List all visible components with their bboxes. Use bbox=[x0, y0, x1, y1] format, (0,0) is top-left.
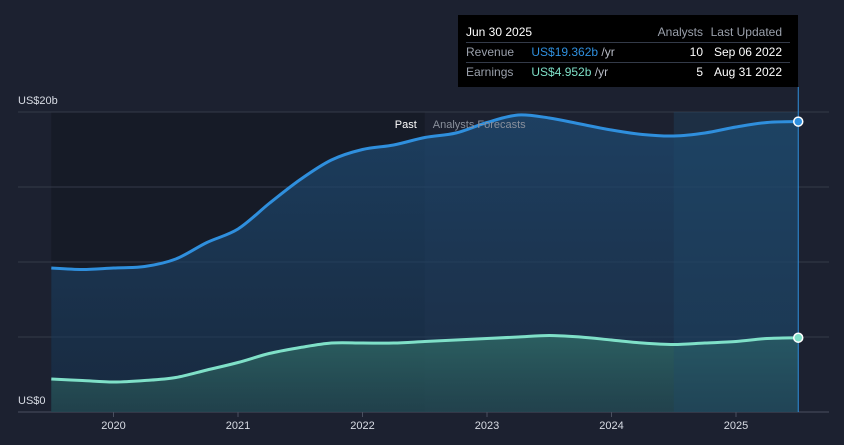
tooltip-header-analysts: Analysts bbox=[657, 25, 703, 39]
tooltip-revenue-analysts: 10 bbox=[689, 45, 703, 59]
tooltip-revenue-value: US$19.362b bbox=[531, 45, 599, 59]
tooltip-panel: Jun 30 2025 Analysts Last Updated Revenu… bbox=[458, 15, 798, 87]
tooltip-earnings-value: US$4.952b bbox=[531, 65, 592, 79]
y-axis-bottom-label: US$0 bbox=[18, 395, 46, 407]
tooltip-date: Jun 30 2025 bbox=[466, 25, 533, 39]
earnings-area bbox=[51, 335, 799, 412]
y-axis-top-label: US$20b bbox=[18, 95, 58, 107]
tooltip-revenue-unit: /yr bbox=[601, 45, 615, 59]
tooltip-earnings-label: Earnings bbox=[466, 65, 514, 79]
tooltip-row-revenue: Revenue US$19.362b /yr 10 Sep 06 2022 bbox=[466, 43, 790, 63]
x-tick-label: 2023 bbox=[475, 420, 499, 432]
tooltip-revenue-label: Revenue bbox=[466, 45, 515, 59]
tooltip-earnings-unit: /yr bbox=[594, 65, 609, 79]
tooltip-header: Jun 30 2025 Analysts Last Updated bbox=[466, 23, 790, 43]
tooltip-row-earnings: Earnings US$4.952b /yr 5 Aug 31 2022 bbox=[466, 63, 790, 82]
x-axis-ticks: 2020 2021 2022 2023 2024 2025 bbox=[101, 412, 748, 432]
revenue-endpoint[interactable] bbox=[793, 116, 804, 127]
forecast-label: Analysts Forecasts bbox=[433, 119, 526, 131]
tooltip-header-updated: Last Updated bbox=[710, 25, 782, 39]
tooltip-revenue-updated: Sep 06 2022 bbox=[713, 45, 782, 59]
earnings-endpoint[interactable] bbox=[793, 332, 804, 343]
tooltip-earnings-analysts: 5 bbox=[696, 65, 703, 79]
x-tick-label: 2025 bbox=[724, 420, 748, 432]
earnings-line bbox=[51, 333, 799, 384]
tooltip-earnings-updated: Aug 31 2022 bbox=[713, 65, 782, 79]
revenue-line bbox=[51, 113, 799, 272]
x-tick-label: 2021 bbox=[226, 420, 250, 432]
highlight-band bbox=[673, 112, 799, 412]
x-tick-label: 2022 bbox=[350, 420, 374, 432]
x-tick-label: 2024 bbox=[599, 420, 623, 432]
x-tick-label: 2020 bbox=[101, 420, 125, 432]
revenue-area bbox=[51, 114, 799, 413]
past-label: Past bbox=[395, 119, 417, 131]
